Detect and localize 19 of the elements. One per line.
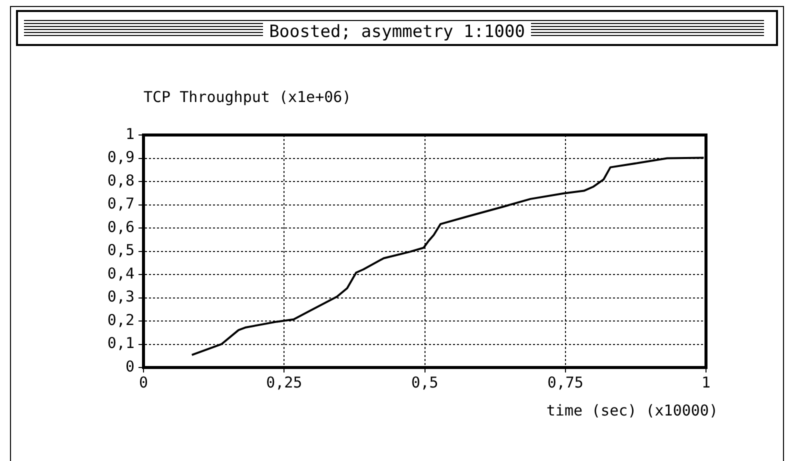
y-tick-label: 0 [125, 357, 134, 376]
y-axis-title: TCP Throughput (x1e+06) [144, 88, 352, 106]
y-tick-label: 0,5 [107, 241, 134, 260]
x-tick-label: 0,5 [411, 373, 438, 392]
y-tick-label: 0,3 [107, 288, 134, 306]
y-tick-label: 0,8 [107, 171, 134, 190]
x-tick-label: 0 [138, 373, 148, 392]
y-tick-label: 0,7 [107, 194, 134, 213]
y-tick-label: 0,1 [107, 334, 134, 352]
x-axis-title: time (sec) (x10000) [546, 402, 718, 420]
chart-title: Boosted; asymmetry 1:1000 [263, 22, 531, 42]
y-tick-label: 0,2 [107, 310, 134, 329]
x-tick-label: 0,75 [547, 373, 584, 392]
y-tick-label: 0,6 [107, 218, 134, 236]
y-tick-label: 0,4 [107, 264, 134, 282]
y-tick-label: 0,9 [107, 148, 134, 166]
x-tick-label: 0,25 [266, 373, 302, 392]
x-tick-label: 1 [701, 373, 711, 392]
y-tick-label: 1 [125, 124, 134, 143]
